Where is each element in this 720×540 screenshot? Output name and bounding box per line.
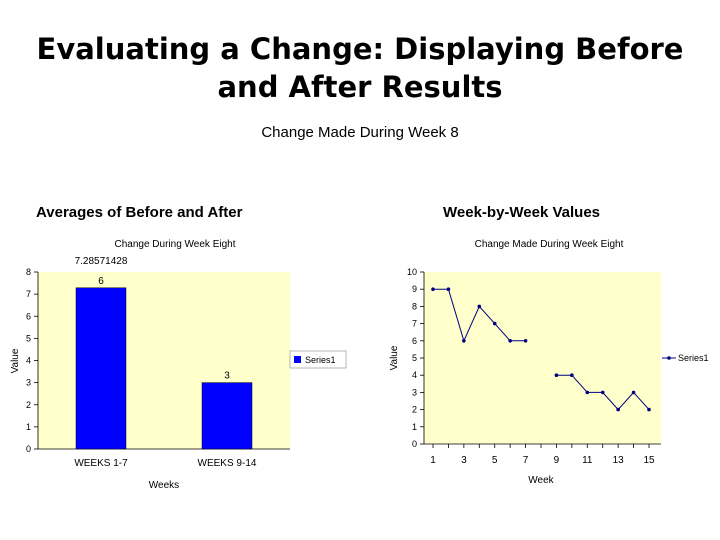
- data-point: [631, 390, 636, 395]
- y-tick-label: 8: [26, 267, 31, 277]
- y-axis-label: Value: [389, 345, 400, 370]
- chart-title: Change During Week Eight: [115, 239, 236, 250]
- data-point: [616, 407, 620, 412]
- y-tick-label: 2: [412, 405, 417, 415]
- data-label-extra: 7.28571428: [75, 256, 128, 267]
- y-tick-label: 9: [412, 284, 417, 294]
- data-point: [477, 304, 482, 309]
- y-tick-label: 0: [412, 439, 417, 449]
- legend-marker: [667, 356, 671, 360]
- data-point: [647, 407, 651, 412]
- data-point: [600, 390, 605, 395]
- x-tick-label: 15: [643, 455, 655, 466]
- data-point: [431, 287, 435, 291]
- x-tick-label: 11: [582, 455, 593, 466]
- y-tick-label: 6: [412, 336, 417, 346]
- legend-label: Series1: [305, 355, 336, 365]
- y-tick-label: 3: [26, 378, 31, 388]
- line-panel-heading: Week-by-Week Values: [443, 204, 601, 221]
- line-chart: Change Made During Week Eight 0 1 2 3 4 5 6 7 8 9 1…: [389, 239, 709, 486]
- data-point: [508, 339, 512, 343]
- y-tick-label: 8: [412, 301, 417, 311]
- x-tick-label: 7: [523, 455, 529, 466]
- y-axis-label: Value: [10, 348, 21, 373]
- slide-title-line2: and After Results: [217, 70, 503, 104]
- x-tick-label: 9: [554, 455, 560, 466]
- slide-title-line1: Evaluating a Change: Displaying Before: [36, 32, 684, 66]
- data-point: [585, 390, 590, 395]
- y-tick-label: 1: [412, 422, 417, 432]
- data-point: [570, 373, 574, 377]
- y-tick-label: 0: [26, 444, 31, 454]
- x-tick-label: 5: [492, 455, 498, 466]
- y-tick-label: 10: [407, 267, 417, 277]
- x-tick-label: 1: [430, 455, 436, 466]
- y-tick-label: 7: [412, 319, 417, 329]
- x-tick-label: 13: [613, 455, 625, 466]
- bar: [201, 382, 253, 450]
- y-tick-label: 4: [412, 370, 417, 380]
- data-point: [462, 339, 466, 343]
- x-tick-label: WEEKS 1-7: [74, 458, 128, 469]
- y-tick-label: 4: [26, 356, 31, 366]
- bar: [75, 287, 127, 450]
- plot-area: [424, 272, 661, 444]
- data-point: [554, 373, 559, 377]
- data-point: [492, 321, 497, 326]
- x-tick-label: WEEKS 9-14: [198, 458, 257, 469]
- legend-label: Series1: [678, 353, 709, 363]
- slide-subtitle: Change Made During Week 8: [261, 124, 459, 141]
- x-tick-label: 3: [461, 455, 467, 466]
- y-tick-label: 5: [26, 333, 31, 343]
- chart-title: Change Made During Week Eight: [475, 239, 624, 250]
- y-tick-label: 2: [26, 400, 31, 410]
- x-axis-label: Weeks: [149, 480, 179, 491]
- y-tick-label: 3: [412, 387, 417, 397]
- y-tick-label: 5: [412, 353, 417, 363]
- x-axis-label: Week: [528, 475, 554, 486]
- y-tick-label: 7: [26, 289, 31, 299]
- y-tick-label: 6: [26, 311, 31, 321]
- y-tick-label: 1: [26, 422, 31, 432]
- slide-title: Evaluating a Change: Displaying Before a…: [20, 30, 700, 106]
- data-point: [523, 339, 528, 343]
- data-label: 6: [98, 276, 104, 287]
- legend-box: [289, 350, 347, 369]
- data-point: [446, 287, 451, 291]
- data-label: 3: [224, 371, 230, 382]
- bar-chart: Change During Week Eight 0 1 2 3 4 5 6 7 8 6 WEEKS …: [10, 239, 347, 491]
- legend-swatch: [294, 356, 301, 363]
- bar-panel-heading: Averages of Before and After: [36, 204, 243, 221]
